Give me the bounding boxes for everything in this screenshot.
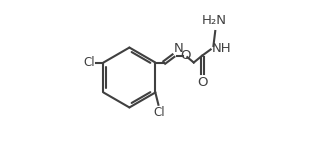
Text: O: O (180, 49, 191, 62)
Text: Cl: Cl (153, 106, 165, 119)
Text: NH: NH (212, 42, 231, 55)
Text: O: O (197, 76, 208, 89)
Text: N: N (174, 42, 184, 55)
Text: Cl: Cl (84, 56, 95, 69)
Text: H₂N: H₂N (202, 14, 227, 27)
